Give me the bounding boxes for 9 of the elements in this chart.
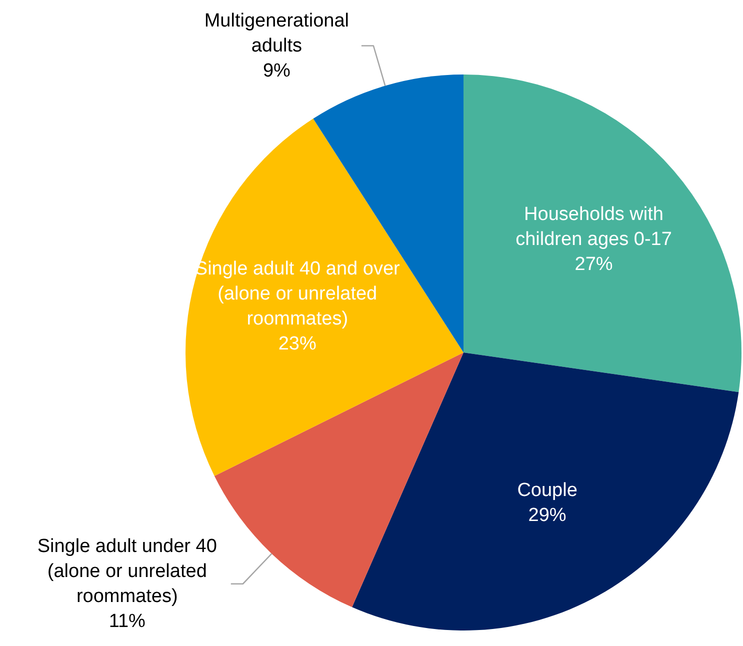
data-label: 11%: [108, 610, 146, 632]
data-label: 23%: [278, 334, 316, 355]
data-label: 27%: [574, 254, 613, 276]
data-label: 9%: [262, 60, 291, 82]
slice-label: Households with children ages 0-17: [516, 204, 672, 250]
slice-label: Single adult under 40 (alone or unrelated roommates): [37, 536, 217, 607]
slice-label: Couple: [517, 480, 578, 502]
data-label: 29%: [528, 505, 566, 526]
slice-label: Multigenerational adults: [204, 10, 350, 56]
